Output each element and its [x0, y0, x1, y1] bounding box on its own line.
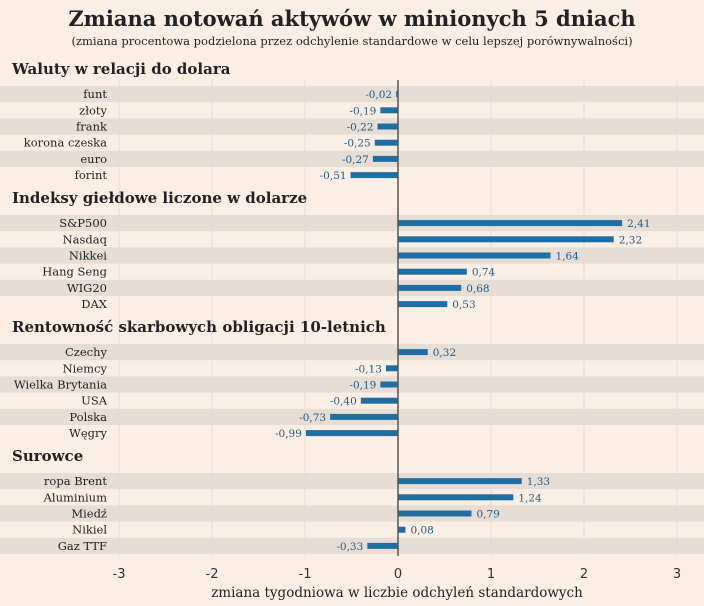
- category-label: frank: [76, 120, 108, 134]
- bar: [398, 252, 551, 259]
- row-band: [0, 118, 704, 135]
- bar: [350, 172, 398, 179]
- bar: [305, 430, 398, 437]
- category-label: Nasdaq: [63, 232, 108, 246]
- category-label: Gaz TTF: [58, 539, 107, 553]
- x-tick-label: 0: [394, 567, 402, 582]
- row-band: [0, 86, 704, 103]
- bar: [380, 381, 398, 388]
- bar: [374, 139, 398, 146]
- data-label: 0,08: [410, 525, 433, 537]
- data-label: -0,13: [355, 363, 382, 375]
- chart-subtitle: (zmiana procentowa podzielona przez odch…: [71, 34, 633, 48]
- x-tick-label: -1: [299, 567, 312, 582]
- row-band: [0, 505, 704, 522]
- bar: [398, 510, 472, 517]
- data-label: -0,19: [349, 380, 376, 392]
- category-label: Wielka Brytania: [14, 378, 107, 392]
- data-label: 0,32: [433, 347, 456, 359]
- category-label: funt: [83, 87, 107, 101]
- bar: [398, 301, 448, 308]
- category-label: Nikiel: [72, 523, 107, 537]
- row-band: [0, 247, 704, 264]
- category-label: Niemcy: [63, 361, 108, 375]
- category-label: złoty: [79, 103, 107, 117]
- x-axis-label: zmiana tygodniowa w liczbie odchyleń sta…: [211, 585, 583, 601]
- category-label: Aluminium: [43, 490, 107, 504]
- data-label: -0,27: [342, 154, 369, 166]
- bar: [398, 236, 614, 243]
- category-label: Polska: [69, 410, 107, 424]
- x-tick-label: -3: [113, 567, 126, 582]
- row-band: [0, 537, 704, 554]
- data-label: -0,19: [349, 105, 376, 117]
- data-label: 2,32: [619, 234, 642, 246]
- category-label: DAX: [81, 297, 108, 311]
- category-label: Nikkei: [69, 249, 107, 263]
- group-header: Surowce: [12, 447, 83, 465]
- data-label: -0,02: [365, 89, 392, 101]
- data-label: -0,40: [330, 396, 357, 408]
- category-label: forint: [75, 168, 108, 182]
- category-label: Czechy: [65, 345, 108, 359]
- chart-title: Zmiana notowań aktywów w minionych 5 dni…: [68, 6, 636, 31]
- category-label: WIG20: [67, 281, 107, 295]
- data-label: 1,64: [556, 251, 580, 263]
- group-header: Indeksy giełdowe liczone w dolarze: [12, 189, 307, 207]
- data-label: 2,41: [627, 218, 650, 230]
- data-label: -0,99: [275, 428, 302, 440]
- bar: [398, 349, 428, 356]
- category-label: S&P500: [59, 216, 107, 230]
- category-label: Węgry: [69, 426, 107, 440]
- data-label: 0,79: [476, 509, 499, 521]
- bar: [398, 526, 406, 533]
- bar: [398, 284, 462, 291]
- category-label: ropa Brent: [44, 474, 107, 488]
- data-label: 0,53: [452, 299, 475, 311]
- x-tick-label: 3: [673, 567, 681, 582]
- category-label: USA: [81, 394, 108, 408]
- bar: [398, 478, 522, 485]
- category-label: Miedź: [71, 507, 107, 521]
- x-tick-label: -2: [206, 567, 219, 582]
- row-band: [0, 473, 704, 490]
- category-label: euro: [80, 152, 107, 166]
- bar: [377, 123, 398, 130]
- data-label: 0,74: [472, 267, 496, 279]
- row-band: [0, 376, 704, 393]
- data-label: -0,51: [320, 170, 347, 182]
- data-label: -0,25: [344, 138, 371, 150]
- data-label: 0,68: [466, 283, 489, 295]
- bar: [372, 155, 398, 162]
- bar: [396, 91, 398, 98]
- x-tick-label: 1: [487, 567, 495, 582]
- group-header: Waluty w relacji do dolara: [11, 60, 231, 78]
- category-label: Hang Seng: [42, 265, 107, 279]
- row-band: [0, 215, 704, 232]
- bar: [380, 107, 398, 114]
- row-band: [0, 344, 704, 361]
- data-label: -0,33: [336, 541, 363, 553]
- category-label: korona czeska: [24, 136, 107, 150]
- bar: [360, 397, 398, 404]
- bar: [330, 413, 398, 420]
- data-label: -0,22: [347, 122, 374, 134]
- bar: [385, 365, 398, 372]
- bar: [398, 494, 514, 501]
- bar: [398, 268, 467, 275]
- group-header: Rentowność skarbowych obligacji 10-letni…: [12, 318, 386, 336]
- x-tick-label: 2: [580, 567, 588, 582]
- data-label: 1,33: [527, 476, 550, 488]
- data-label: -0,73: [299, 412, 326, 424]
- row-band: [0, 150, 704, 167]
- row-band: [0, 279, 704, 296]
- bar: [367, 542, 398, 549]
- bar: [398, 220, 623, 227]
- data-label: 1,24: [518, 492, 542, 504]
